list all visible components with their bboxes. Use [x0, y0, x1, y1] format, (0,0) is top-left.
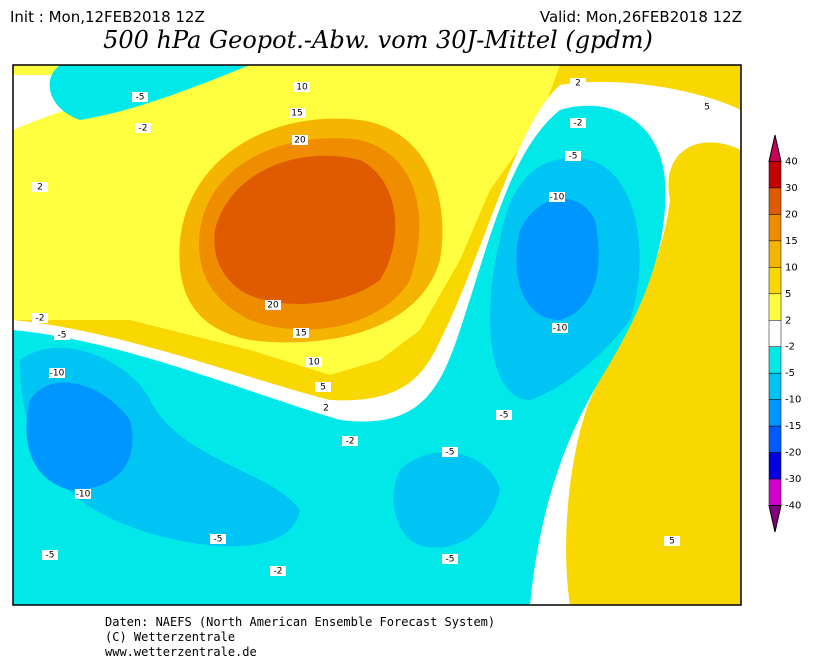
legend-arrow — [768, 134, 782, 162]
legend-label: 30 — [785, 183, 798, 194]
contour-label: 15 — [295, 329, 306, 339]
contour-label: -10 — [550, 193, 565, 203]
contour-label: -5 — [136, 93, 145, 103]
contour-label-bg — [570, 118, 586, 128]
legend-swatch — [768, 346, 782, 374]
legend-label: -20 — [785, 448, 801, 459]
legend-swatch — [768, 452, 782, 480]
contour-label-bg — [318, 403, 334, 413]
contour-label-bg — [442, 447, 458, 457]
legend-swatch — [768, 372, 782, 400]
contour-label-bg — [270, 566, 286, 576]
contour-label: 20 — [267, 301, 279, 311]
contour-label-bg — [342, 436, 358, 446]
contour-label: 2 — [575, 79, 581, 89]
contour-label: 2 — [37, 183, 43, 193]
legend-arrow — [768, 505, 782, 533]
contour-label-bg — [294, 82, 310, 92]
legend-swatch — [768, 161, 782, 189]
contour-label-bg — [552, 323, 568, 333]
legend-label: 15 — [785, 236, 798, 247]
contour-label-bg — [306, 357, 322, 367]
contour-label-bg — [570, 78, 586, 88]
contour-label-bg — [135, 123, 151, 133]
contour-label-bg — [289, 108, 305, 118]
legend-label: 5 — [785, 289, 791, 300]
footer-line: Daten: NAEFS (North American Ensemble Fo… — [105, 615, 495, 629]
legend-swatch — [768, 214, 782, 242]
contour-label-bg — [132, 92, 148, 102]
contour-label: -5 — [446, 555, 455, 565]
contour-label-bg — [565, 151, 581, 161]
contour-label: -2 — [36, 314, 45, 324]
contour-label-bg — [292, 135, 308, 145]
contour-label: -10 — [50, 369, 65, 379]
legend-swatch — [768, 478, 782, 506]
legend-label: -10 — [785, 395, 801, 406]
contour-label-bg — [315, 382, 331, 392]
contour-label: -2 — [274, 567, 283, 577]
legend-label: 40 — [785, 156, 798, 167]
contour-label: 10 — [308, 358, 320, 368]
legend-swatch — [768, 293, 782, 321]
contour-label-bg — [293, 328, 309, 338]
contour-label: -5 — [500, 411, 509, 421]
map-frame — [12, 64, 742, 606]
contour-label-bg — [49, 368, 65, 378]
contour-label: -10 — [553, 324, 568, 334]
contour-label: -5 — [214, 535, 223, 545]
contour-label: 15 — [291, 109, 302, 119]
legend-swatch — [768, 187, 782, 215]
contour-label-bg — [664, 536, 680, 546]
contour-label: -2 — [139, 124, 148, 134]
contour-label: -2 — [346, 437, 355, 447]
legend-label: 2 — [785, 315, 791, 326]
contour-label-bg — [496, 410, 512, 420]
legend-label: -40 — [785, 501, 801, 512]
valid-time: Valid: Mon,26FEB2018 12Z — [540, 8, 742, 26]
legend-label: 20 — [785, 209, 798, 220]
legend-label: 10 — [785, 262, 798, 273]
contour-label: 10 — [296, 83, 308, 93]
contour-label-bg — [442, 554, 458, 564]
contour-label: -10 — [76, 490, 91, 500]
contour-label-bg — [32, 313, 48, 323]
map-title: 500 hPa Geopot.-Abw. vom 30J-Mittel (gpd… — [103, 26, 653, 54]
map-area — [13, 65, 741, 605]
contour-label: -5 — [46, 551, 55, 561]
contour-label: -5 — [446, 448, 455, 458]
contour-label-bg — [265, 300, 281, 310]
footer-line: www.wetterzentrale.de — [105, 645, 257, 659]
contour-label-bg — [210, 534, 226, 544]
legend-swatch — [768, 399, 782, 427]
contour-label-bg — [699, 102, 715, 112]
contour-label: 5 — [320, 383, 326, 393]
contour-label: -5 — [569, 152, 578, 162]
footer-line: (C) Wetterzentrale — [105, 630, 235, 644]
contour-label: -2 — [574, 119, 583, 129]
legend-label: -2 — [785, 342, 795, 353]
legend-swatch — [768, 425, 782, 453]
contour-label: 5 — [704, 103, 710, 113]
contour-label: 5 — [669, 537, 675, 547]
contour-label-bg — [75, 489, 91, 499]
legend-label: -5 — [785, 368, 795, 379]
init-time: Init : Mon,12FEB2018 12Z — [10, 8, 205, 26]
legend-swatch — [768, 320, 782, 347]
legend-swatch — [768, 240, 782, 268]
contour-label-bg — [54, 330, 70, 340]
legend-label: -30 — [785, 474, 801, 485]
contour-label-bg — [549, 192, 565, 202]
contour-label-bg — [42, 550, 58, 560]
legend-swatch — [768, 267, 782, 295]
contour-label: -5 — [58, 331, 67, 341]
contour-label: 20 — [294, 136, 306, 146]
legend-label: -15 — [785, 421, 801, 432]
contour-label-bg — [32, 182, 48, 192]
contour-label: 2 — [323, 404, 329, 414]
